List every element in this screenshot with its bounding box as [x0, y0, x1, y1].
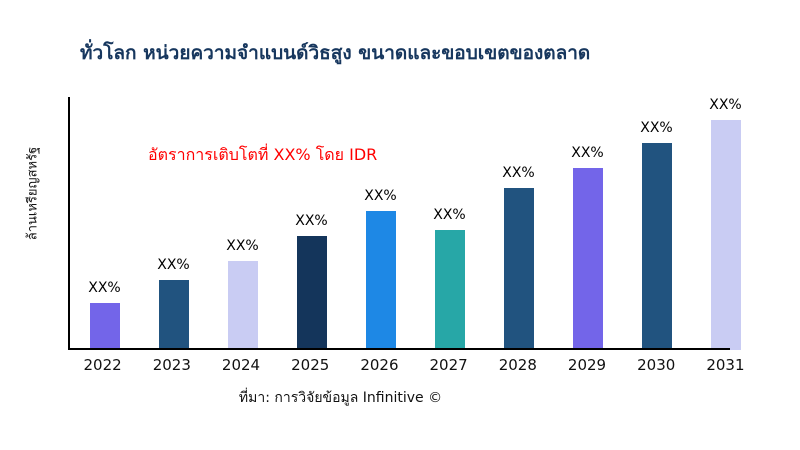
bar-column-2030: XX% — [622, 120, 691, 350]
bar-2028 — [503, 188, 534, 350]
bar-value-label-2030: XX% — [640, 120, 673, 136]
bar-column-2026: XX% — [346, 188, 415, 350]
x-axis-ticks: 2022 2023 2024 2025 2026 2027 2028 2029 2030 2031 — [68, 356, 760, 374]
bar-2027 — [434, 230, 465, 350]
x-tick-2028: 2028 — [498, 356, 537, 374]
bar-2025 — [296, 236, 327, 350]
bar-2022 — [89, 303, 120, 350]
x-tick-2023: 2023 — [152, 356, 191, 374]
bar-value-label-2028: XX% — [502, 165, 535, 181]
bar-value-label-2024: XX% — [226, 238, 259, 254]
bar-2030 — [641, 143, 672, 350]
x-tick-2026: 2026 — [360, 356, 399, 374]
x-tick-2024: 2024 — [221, 356, 261, 374]
bar-column-2028: XX% — [484, 165, 553, 350]
x-axis-line — [70, 348, 730, 350]
bar-value-label-2022: XX% — [88, 280, 121, 296]
bar-2029 — [572, 168, 603, 350]
x-tick-2027: 2027 — [429, 356, 468, 374]
bar-column-2027: XX% — [415, 207, 484, 350]
growth-annotation: อัตราการเติบโตที่ XX% โดย IDR — [148, 145, 378, 164]
bar-column-2031: XX% — [691, 97, 760, 350]
bar-column-2024: XX% — [208, 238, 277, 350]
bar-value-label-2027: XX% — [433, 207, 466, 223]
x-tick-2025: 2025 — [291, 356, 330, 374]
bar-value-label-2029: XX% — [571, 145, 604, 161]
bar-column-2022: XX% — [70, 280, 139, 350]
source-text: ที่มา: การวิจัยข้อมูล Infinitive © — [238, 390, 443, 406]
x-tick-2022: 2022 — [83, 356, 122, 374]
bar-2026 — [365, 211, 396, 350]
bar-2023 — [158, 280, 189, 350]
plot-area: XX% XX% XX% XX% XX% XX% XX% XX% XX% XX% — [68, 97, 760, 350]
y-axis-label: ล้านเหรียญสหรัฐ — [25, 146, 41, 241]
bar-value-label-2025: XX% — [295, 213, 328, 229]
chart-title: ทั่วโลก หน่วยความจำแบนด์วิธสูง ขนาดและขอ… — [80, 42, 591, 64]
bar-2031 — [710, 120, 741, 350]
bar-column-2025: XX% — [277, 213, 346, 350]
x-tick-2029: 2029 — [567, 356, 607, 374]
bars: XX% XX% XX% XX% XX% XX% XX% XX% XX% XX% — [70, 97, 760, 350]
bar-2024 — [227, 261, 258, 350]
bar-column-2029: XX% — [553, 145, 622, 350]
bar-value-label-2023: XX% — [157, 257, 190, 273]
bar-value-label-2026: XX% — [364, 188, 397, 204]
bar-value-label-2031: XX% — [709, 97, 742, 113]
x-tick-2031: 2031 — [706, 356, 745, 374]
x-tick-2030: 2030 — [637, 356, 676, 374]
bar-column-2023: XX% — [139, 257, 208, 350]
